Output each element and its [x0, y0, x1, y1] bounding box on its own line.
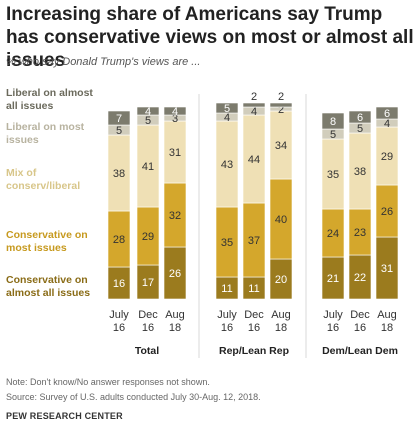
legend-label-4: Conservative on [6, 229, 88, 241]
data-label: 6 [357, 112, 363, 124]
legend-label-5: almost all issues [6, 287, 90, 299]
legend-label-3: conserv/liberal [6, 180, 80, 192]
x-tick-label: 18 [275, 322, 287, 334]
bar-segment-5-bar-2 [136, 106, 160, 116]
data-label: 5 [145, 115, 151, 127]
data-label: 28 [113, 234, 125, 246]
data-label: 3 [172, 113, 178, 125]
x-tick-label: 16 [221, 322, 233, 334]
bar-segment-5-bar-3 [163, 106, 187, 116]
bar-segment-5-bar-9 [375, 106, 399, 120]
bar-segment-5-bar-4 [215, 102, 239, 114]
data-label: 4 [172, 106, 178, 118]
data-label: 5 [224, 103, 230, 115]
x-tick-label: Dec [138, 309, 158, 321]
data-label: 8 [330, 116, 336, 128]
legend-label-2: Liberal on most [6, 121, 85, 133]
x-tick-label: 16 [354, 322, 366, 334]
x-tick-label: 16 [248, 322, 260, 334]
x-tick-label: Dec [244, 309, 264, 321]
data-label: 2 [278, 104, 284, 116]
data-label: 4 [224, 112, 230, 124]
x-tick-label: Aug [377, 309, 397, 321]
data-label: 32 [169, 210, 181, 222]
data-label: 31 [169, 147, 181, 159]
data-label: 4 [145, 106, 151, 118]
group-label-1: Total [135, 345, 159, 357]
chart-subtitle: % who say Donald Trump's views are ... [6, 56, 201, 68]
data-label: 17 [142, 277, 154, 289]
legend-label-2: issues [6, 134, 39, 146]
data-label: 7 [116, 113, 122, 125]
data-label: 29 [381, 151, 393, 163]
legend-label-3: Mix of [6, 167, 37, 179]
data-label: 29 [142, 231, 154, 243]
bar-segment-5-bar-1 [107, 110, 131, 126]
data-label: 43 [221, 159, 233, 171]
group-label-2: Rep/Lean Rep [219, 345, 289, 357]
x-tick-label: 18 [381, 322, 393, 334]
group-label-3: Dem/Lean Dem [322, 345, 398, 357]
data-label: 34 [275, 140, 287, 152]
data-label: 37 [248, 235, 260, 247]
bar-segment-5-bar-5 [242, 102, 266, 108]
data-label: 40 [275, 214, 287, 226]
chart-title: Increasing share of Americans say Trump … [6, 4, 414, 71]
x-tick-label: Dec [350, 309, 370, 321]
data-label: 5 [116, 125, 122, 137]
data-label: 35 [327, 169, 339, 181]
legend-label-1: Liberal on almost [6, 87, 93, 99]
data-label: 21 [327, 273, 339, 285]
source-text: Source: Survey of U.S. adults conducted … [6, 392, 261, 402]
legend-label-5: Conservative on [6, 274, 88, 286]
bar-segment-5-bar-6 [269, 102, 293, 108]
data-label: 11 [221, 283, 232, 295]
data-label: 5 [330, 129, 336, 141]
data-label: 2 [278, 91, 284, 103]
data-label: 4 [251, 106, 257, 118]
x-tick-label: Aug [271, 309, 291, 321]
legend-label-1: all issues [6, 100, 53, 112]
x-tick-label: July [109, 309, 129, 321]
data-label: 5 [357, 123, 363, 135]
data-label: 44 [248, 154, 260, 166]
data-label: 35 [221, 237, 233, 249]
data-label: 11 [248, 283, 259, 295]
data-label: 41 [142, 161, 154, 173]
note-text: Note: Don't know/No answer responses not… [6, 377, 210, 387]
organization-label: PEW RESEARCH CENTER [6, 411, 123, 421]
data-label: 31 [381, 263, 393, 275]
x-tick-label: July [217, 309, 237, 321]
legend-label-4: most issues [6, 242, 67, 254]
bar-segment-5-bar-7 [321, 112, 345, 130]
data-label: 24 [327, 228, 339, 240]
data-label: 38 [354, 166, 366, 178]
x-tick-label: July [323, 309, 343, 321]
data-label: 26 [169, 268, 181, 280]
data-label: 20 [275, 274, 287, 286]
bar-segment-5-bar-8 [348, 110, 372, 124]
data-label: 4 [384, 118, 390, 130]
data-label: 38 [113, 168, 125, 180]
data-label: 6 [384, 108, 390, 120]
x-tick-label: 16 [113, 322, 125, 334]
data-label: 22 [354, 272, 366, 284]
data-label: 2 [251, 91, 257, 103]
x-tick-label: Aug [165, 309, 185, 321]
x-tick-label: 16 [327, 322, 339, 334]
x-tick-label: 18 [169, 322, 181, 334]
data-label: 26 [381, 206, 393, 218]
data-label: 16 [113, 278, 125, 290]
data-label: 23 [354, 227, 366, 239]
x-tick-label: 16 [142, 322, 154, 334]
